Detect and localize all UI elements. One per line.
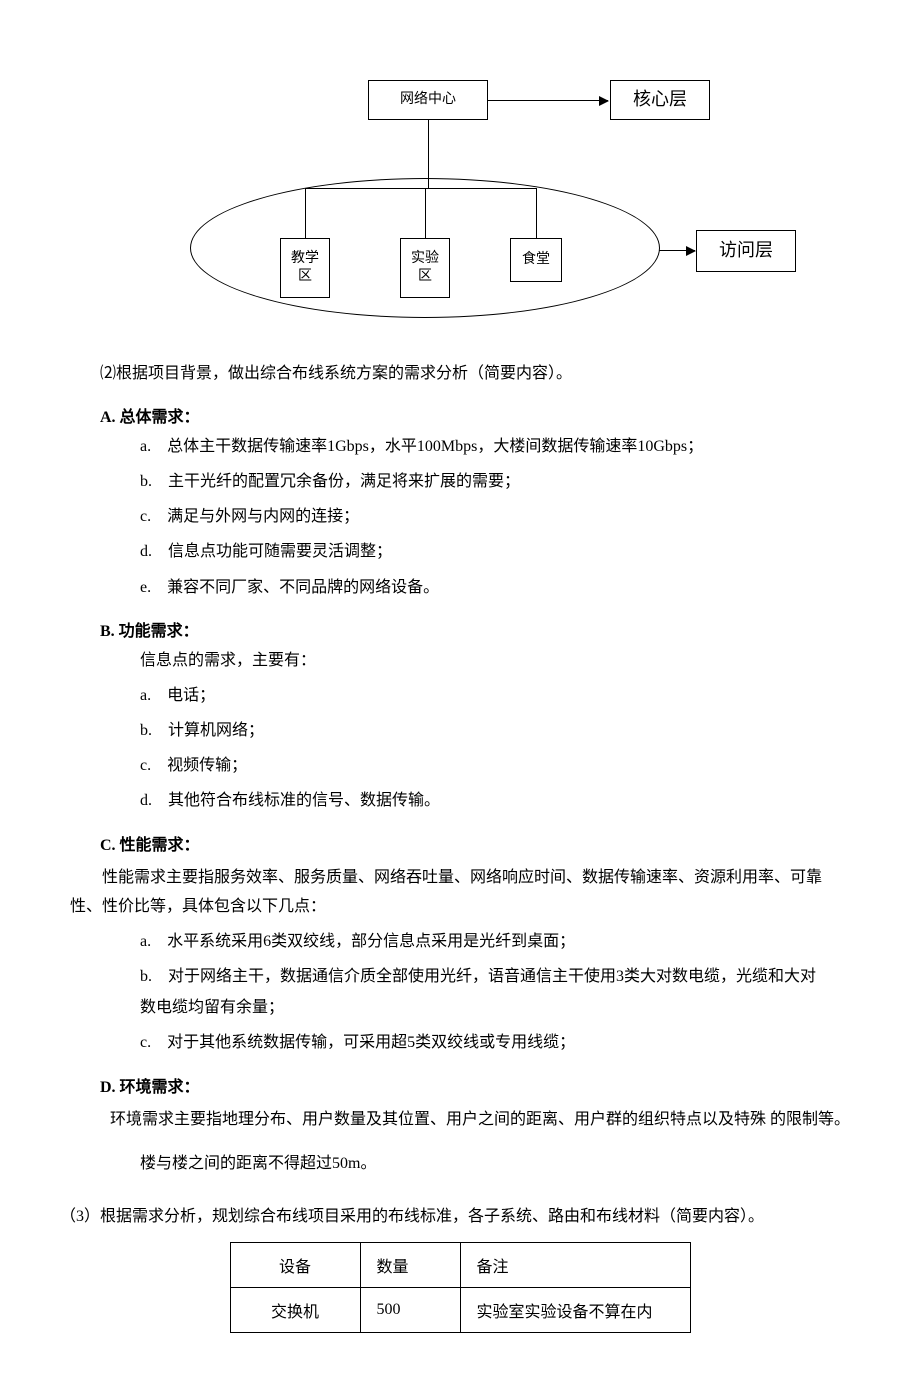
th-2: 备注 — [460, 1242, 690, 1287]
edge-center-core — [488, 100, 608, 101]
item-b-1: b. 计算机网络； — [140, 715, 860, 746]
item-b-0: a. 电话； — [140, 680, 860, 711]
equipment-table: 设备 数量 备注 交换机 500 实验室实验设备不算在内 — [230, 1242, 691, 1333]
node-center: 网络中心 — [368, 80, 488, 120]
item-c-2: c. 对于其他系统数据传输，可采用超5类双绞线或专用线缆； — [140, 1027, 860, 1058]
node-lab: 实验 区 — [400, 238, 450, 298]
node-core-label: 核心层 — [633, 88, 687, 111]
network-diagram: 网络中心 核心层 教学 区 实验 区 食堂 访问层 — [140, 80, 780, 340]
node-canteen-label: 食堂 — [522, 251, 550, 269]
td-0-2: 实验室实验设备不算在内 — [460, 1287, 690, 1332]
body-d1: 环境需求主要指地理分布、用户数量及其位置、用户之间的距离、用户群的组织特点以及特… — [60, 1105, 860, 1135]
node-teach: 教学 区 — [280, 238, 330, 298]
node-teach-label: 教学 区 — [291, 250, 319, 286]
table-header-row: 设备 数量 备注 — [230, 1242, 690, 1287]
q2-intro: ⑵根据项目背景，做出综合布线系统方案的需求分析（简要内容）。 — [100, 360, 860, 389]
heading-c: C. 性能需求： — [100, 831, 860, 855]
item-a-2: c. 满足与外网与内网的连接； — [140, 501, 860, 532]
item-c-1: b. 对于网络主干，数据通信介质全部使用光纤，语音通信主干使用3类大对数电缆，光… — [140, 961, 860, 1023]
item-a-1: b. 主干光纤的配置冗余备份，满足将来扩展的需要； — [140, 466, 860, 497]
edge-ellipse-access — [659, 250, 695, 251]
heading-d: D. 环境需求： — [100, 1073, 860, 1097]
node-canteen: 食堂 — [510, 238, 562, 282]
th-1: 数量 — [360, 1242, 460, 1287]
node-access-label: 访问层 — [719, 239, 773, 262]
item-a-0: a. 总体主干数据传输速率1Gbps，水平100Mbps，大楼间数据传输速率10… — [140, 431, 860, 462]
td-0-1: 500 — [360, 1287, 460, 1332]
heading-a: A. 总体需求： — [100, 403, 860, 427]
node-access: 访问层 — [696, 230, 796, 272]
node-center-label: 网络中心 — [400, 91, 456, 109]
node-lab-label: 实验 区 — [411, 250, 439, 286]
table-row: 交换机 500 实验室实验设备不算在内 — [230, 1287, 690, 1332]
item-b-2: c. 视频传输； — [140, 750, 860, 781]
item-b-3: d. 其他符合布线标准的信号、数据传输。 — [140, 785, 860, 816]
body-d2: 楼与楼之间的距离不得超过50m。 — [140, 1150, 860, 1179]
item-a-4: e. 兼容不同厂家、不同品牌的网络设备。 — [140, 572, 860, 603]
node-core: 核心层 — [610, 80, 710, 120]
th-0: 设备 — [230, 1242, 360, 1287]
item-c-0: a. 水平系统采用6类双绞线，部分信息点采用是光纤到桌面； — [140, 926, 860, 957]
td-0-0: 交换机 — [230, 1287, 360, 1332]
heading-b: B. 功能需求： — [100, 617, 860, 641]
q3-intro: （3）根据需求分析，规划综合布线项目采用的布线标准，各子系统、路由和布线材料（简… — [60, 1203, 860, 1232]
item-a-3: d. 信息点功能可随需要灵活调整； — [140, 536, 860, 567]
body-c: 性能需求主要指服务效率、服务质量、网络吞吐量、网络响应时间、数据传输速率、资源利… — [60, 863, 860, 922]
intro-b: 信息点的需求，主要有： — [140, 645, 860, 676]
